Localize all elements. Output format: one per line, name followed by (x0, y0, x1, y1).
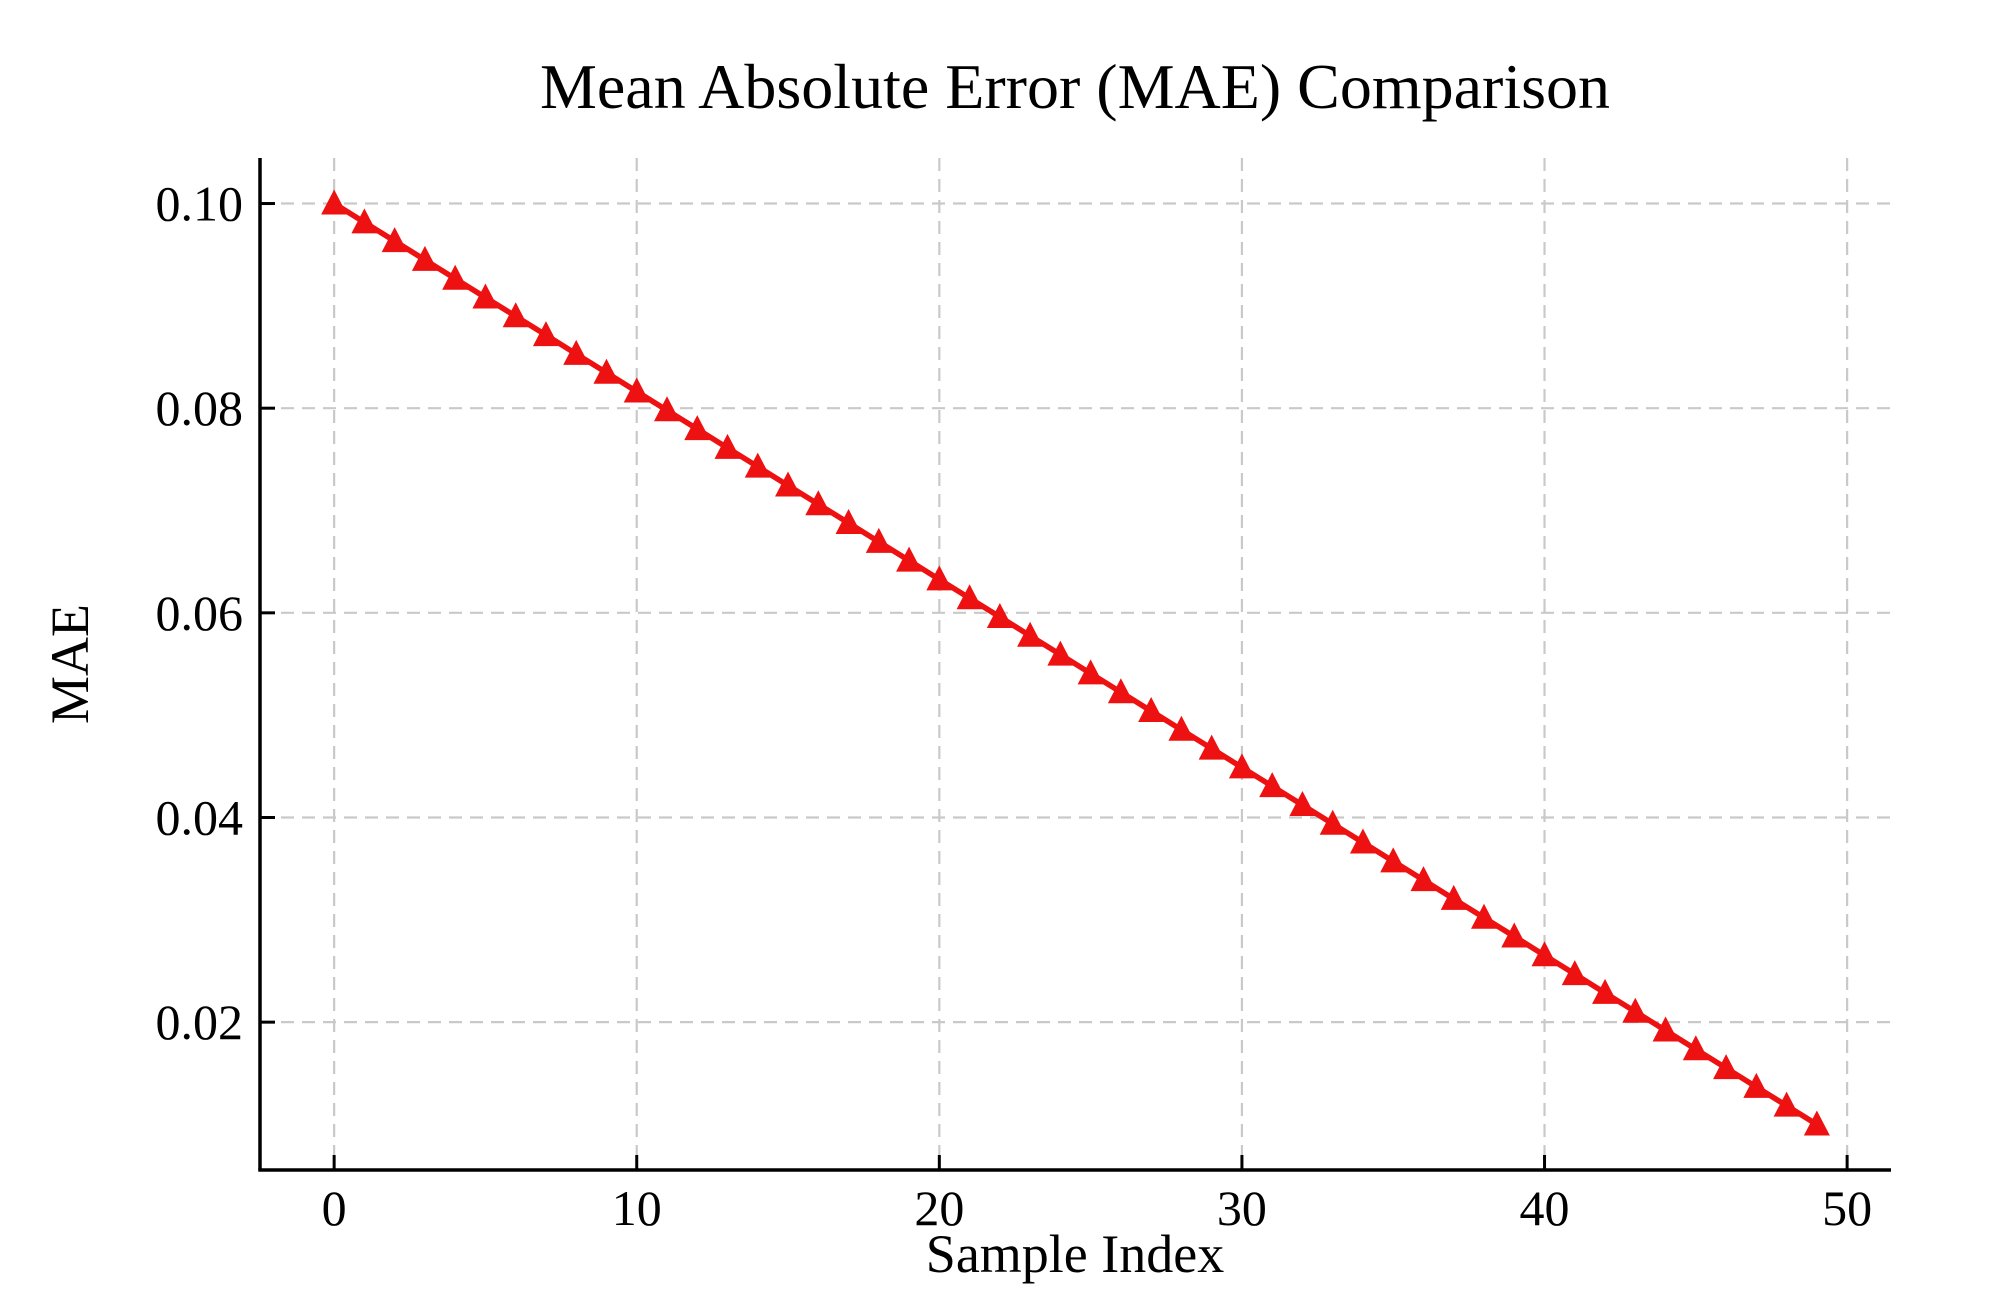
data-point-marker (1531, 941, 1558, 967)
data-point-marker (1440, 884, 1467, 910)
data-point-marker (623, 377, 650, 403)
gridlines (260, 158, 1891, 1170)
data-point-marker (1228, 753, 1255, 779)
axes-spines (258, 158, 1891, 1172)
data-point-marker (411, 245, 438, 271)
x-tick-label: 0 (322, 1180, 347, 1236)
data-point-marker (1622, 997, 1649, 1023)
data-point-marker (986, 603, 1013, 629)
data-point-marker (563, 339, 590, 365)
data-point-marker (1349, 828, 1376, 854)
data-point-marker (1773, 1091, 1800, 1117)
data-point-marker (896, 546, 923, 572)
x-tick-label: 20 (914, 1180, 964, 1236)
data-point-marker (351, 208, 378, 234)
data-point-marker (1471, 903, 1498, 929)
data-point-marker (1168, 715, 1195, 741)
data-point-marker (956, 584, 983, 610)
data-point-marker (744, 452, 771, 478)
y-axis-label: MAE (40, 604, 100, 724)
x-tick-label: 40 (1520, 1180, 1570, 1236)
data-point-marker (1743, 1072, 1770, 1098)
x-axis-label: Sample Index (926, 1224, 1224, 1284)
y-tick-label: 0.08 (156, 380, 244, 436)
data-point-marker (865, 527, 892, 553)
data-point-marker (381, 227, 408, 253)
x-tick-label: 30 (1217, 1180, 1267, 1236)
data-point-marker (1138, 696, 1165, 722)
data-point-marker (835, 509, 862, 535)
data-point-marker (805, 490, 832, 516)
data-point-marker (1682, 1035, 1709, 1061)
y-tick-label: 0.04 (156, 789, 244, 845)
data-point-marker (1652, 1016, 1679, 1042)
data-point-marker (1501, 922, 1528, 948)
data-point-marker (1047, 640, 1074, 666)
data-point-marker (775, 471, 802, 497)
data-point-marker (1077, 659, 1104, 685)
data-point-marker (653, 396, 680, 422)
data-point-marker (1107, 678, 1134, 704)
mae-series (321, 189, 1830, 1136)
x-tick-label: 10 (612, 1180, 662, 1236)
data-point-marker (1319, 809, 1346, 835)
axis-ticks (260, 202, 1849, 1170)
data-point-marker (532, 321, 559, 347)
data-point-marker (1259, 772, 1286, 798)
data-point-marker (714, 433, 741, 459)
y-tick-label: 0.10 (156, 176, 244, 232)
y-tick-label: 0.06 (156, 585, 244, 641)
data-point-marker (593, 358, 620, 384)
chart-title: Mean Absolute Error (MAE) Comparison (540, 51, 1610, 122)
y-tick-label: 0.02 (156, 994, 244, 1050)
tick-labels: 0 10 20 30 40 50 0.02 0.04 0.06 0.08 0.10 (156, 176, 1873, 1236)
x-tick-label: 50 (1822, 1180, 1872, 1236)
data-point-marker (1803, 1110, 1830, 1136)
data-point-marker (1713, 1054, 1740, 1080)
data-point-marker (926, 565, 953, 591)
data-point-marker (502, 302, 529, 328)
data-point-marker (1198, 734, 1225, 760)
data-point-marker (1289, 790, 1316, 816)
data-point-marker (1017, 621, 1044, 647)
data-point-marker (1561, 960, 1588, 986)
data-point-marker (684, 415, 711, 441)
data-point-marker (1410, 866, 1437, 892)
data-point-marker (472, 283, 499, 309)
data-point-marker (1380, 847, 1407, 873)
data-point-marker (1592, 978, 1619, 1004)
data-point-marker (321, 189, 348, 215)
data-point-marker (442, 264, 469, 290)
